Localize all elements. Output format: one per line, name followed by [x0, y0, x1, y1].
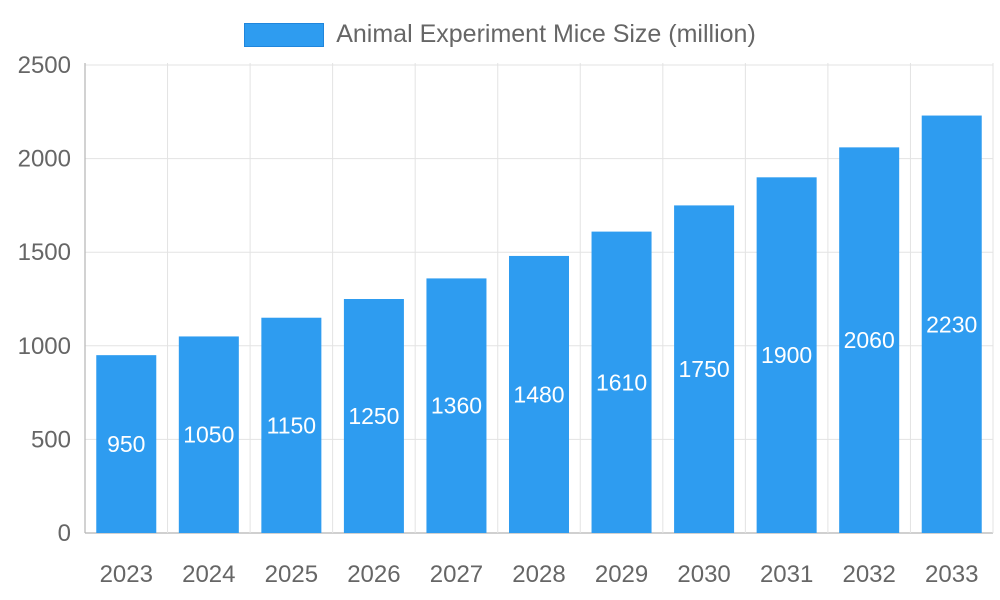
svg-text:2031: 2031 — [760, 561, 813, 588]
svg-text:2030: 2030 — [677, 561, 730, 588]
svg-text:1360: 1360 — [431, 393, 482, 419]
svg-text:2000: 2000 — [18, 146, 71, 173]
svg-text:1250: 1250 — [348, 403, 399, 429]
svg-text:2029: 2029 — [595, 561, 648, 588]
svg-text:2500: 2500 — [18, 52, 71, 79]
svg-text:2060: 2060 — [844, 327, 895, 353]
svg-text:1480: 1480 — [513, 381, 564, 407]
svg-text:1900: 1900 — [761, 342, 812, 368]
svg-text:1000: 1000 — [18, 333, 71, 360]
svg-text:2033: 2033 — [925, 561, 978, 588]
svg-text:1750: 1750 — [679, 356, 730, 382]
svg-text:1150: 1150 — [267, 412, 316, 438]
svg-text:1610: 1610 — [596, 369, 647, 395]
svg-text:2025: 2025 — [265, 561, 318, 588]
svg-text:2027: 2027 — [430, 561, 483, 588]
svg-text:2028: 2028 — [512, 561, 565, 588]
svg-text:2230: 2230 — [926, 311, 977, 337]
svg-text:2032: 2032 — [842, 561, 895, 588]
svg-text:2026: 2026 — [347, 561, 400, 588]
svg-text:2024: 2024 — [182, 561, 235, 588]
svg-text:0: 0 — [58, 520, 71, 547]
svg-text:950: 950 — [107, 431, 145, 457]
svg-text:1500: 1500 — [18, 239, 71, 266]
svg-text:2023: 2023 — [100, 561, 153, 588]
svg-text:1050: 1050 — [183, 422, 234, 448]
svg-text:500: 500 — [31, 426, 71, 453]
